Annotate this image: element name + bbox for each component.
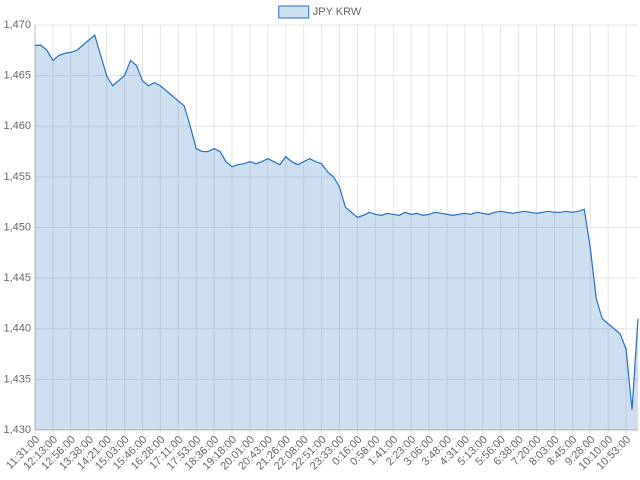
y-tick-label: 1,465 xyxy=(3,70,31,82)
line xyxy=(35,34,639,410)
y-tick-label: 1,440 xyxy=(3,323,31,335)
area xyxy=(35,35,638,430)
legend-label: JPY KRW xyxy=(313,6,362,18)
y-tick-label: 1,460 xyxy=(3,120,31,132)
y-tick-label: 1,445 xyxy=(3,272,31,284)
y-tick-label: 1,435 xyxy=(3,373,31,385)
y-tick-label: 1,455 xyxy=(3,171,31,183)
y-tick-label: 1,450 xyxy=(3,221,31,233)
y-tick-label: 1,430 xyxy=(3,424,31,436)
legend-swatch xyxy=(278,5,310,19)
y-tick-label: 1,470 xyxy=(3,19,31,31)
